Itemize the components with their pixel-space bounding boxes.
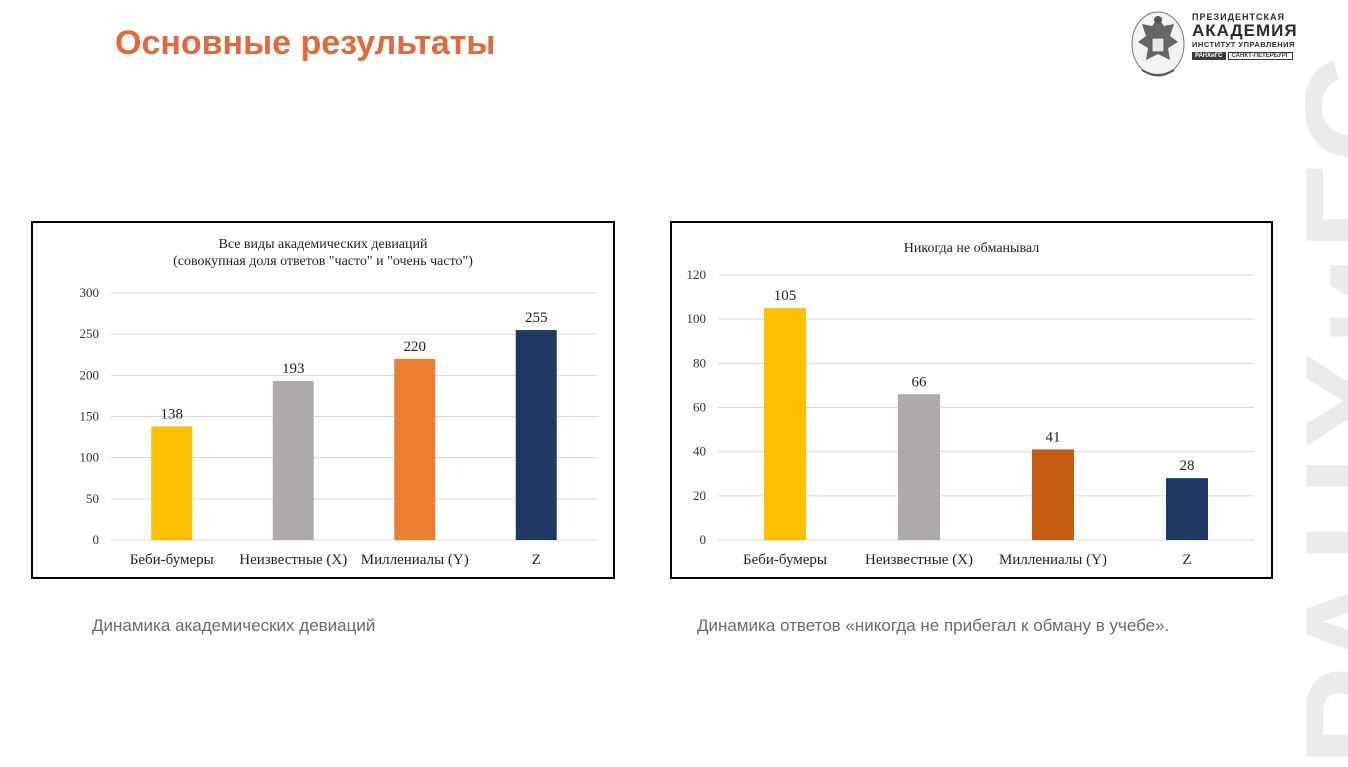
data-label: 105 (774, 288, 797, 304)
logo-tag-ranepa: РАНХиГС (1192, 52, 1226, 60)
y-tick-label: 50 (86, 491, 99, 506)
watermark-text: РАНХиГС (1272, 67, 1348, 767)
bar (516, 330, 557, 540)
category-label: Неизвестные (X) (865, 552, 973, 568)
bar (1166, 478, 1208, 540)
data-label: 28 (1180, 458, 1195, 474)
bar (273, 381, 314, 540)
y-tick-label: 0 (93, 532, 100, 547)
y-tick-label: 200 (80, 367, 100, 382)
category-label: Миллениалы (Y) (999, 552, 1107, 568)
category-label: Беби-бумеры (130, 552, 214, 568)
slide-title: Основные результаты (115, 24, 495, 63)
y-tick-label: 100 (687, 311, 707, 326)
bar (151, 426, 192, 540)
y-tick-label: 60 (693, 400, 706, 415)
bar (394, 359, 435, 540)
y-tick-label: 120 (687, 267, 707, 282)
category-label: Беби-бумеры (743, 552, 827, 568)
data-label: 193 (282, 361, 305, 377)
category-label: Z (1182, 552, 1191, 568)
logo-tag-spb: САНКТ-ПЕТЕРБУРГ (1228, 52, 1294, 60)
logo-line-3: ИНСТИТУТ УПРАВЛЕНИЯ (1192, 40, 1298, 49)
category-label: Z (532, 552, 541, 568)
caption-left: Динамика академических девиаций (92, 616, 375, 636)
data-label: 138 (161, 406, 184, 422)
logo-line-2: АКАДЕМИЯ (1192, 22, 1298, 40)
data-label: 255 (525, 310, 548, 326)
data-label: 41 (1046, 429, 1061, 445)
category-label: Миллениалы (Y) (361, 552, 469, 568)
caption-right: Динамика ответов «никогда не прибегал к … (697, 616, 1169, 636)
y-tick-label: 250 (80, 326, 100, 341)
y-tick-label: 150 (80, 409, 100, 424)
y-tick-label: 0 (700, 532, 707, 547)
y-tick-label: 300 (80, 285, 100, 300)
chart-plot: 0 50 100 150 200 250 300 138 Беби-бумеры 193 Неизв… (33, 223, 613, 577)
y-tick-label: 80 (693, 355, 706, 370)
chart-academic-deviations: Все виды академических девиаций (совокуп… (31, 221, 615, 579)
y-tick-label: 100 (80, 450, 100, 465)
bar (764, 308, 806, 540)
data-label: 66 (912, 374, 928, 390)
chart-plot: 0 20 40 60 80 100 120 105 Беби-бумеры 66 Неизвестн… (672, 223, 1271, 577)
y-tick-label: 40 (693, 444, 706, 459)
y-tick-label: 20 (693, 488, 706, 503)
bar (898, 394, 940, 540)
category-label: Неизвестные (X) (239, 552, 347, 568)
eagle-emblem-icon (1128, 8, 1188, 84)
data-label: 220 (404, 339, 427, 355)
bar (1032, 449, 1074, 540)
